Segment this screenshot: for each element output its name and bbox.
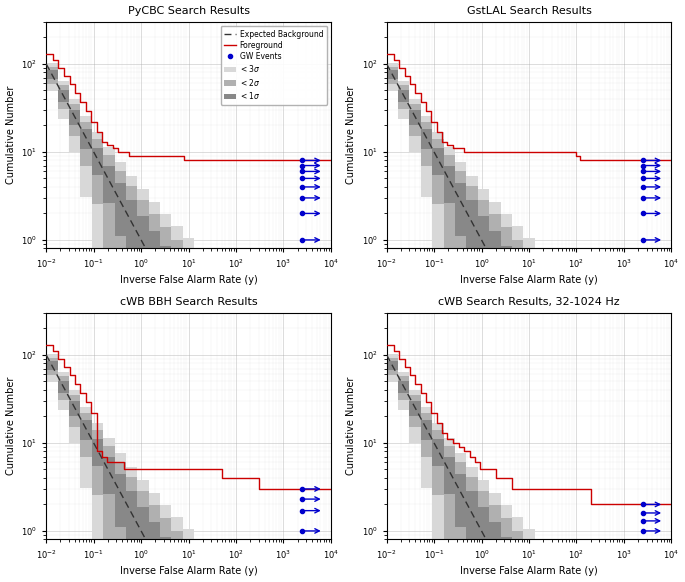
Y-axis label: Cumulative Number: Cumulative Number: [5, 377, 16, 475]
Title: GstLAL Search Results: GstLAL Search Results: [466, 6, 591, 16]
X-axis label: Inverse False Alarm Rate (y): Inverse False Alarm Rate (y): [120, 566, 258, 576]
X-axis label: Inverse False Alarm Rate (y): Inverse False Alarm Rate (y): [460, 566, 598, 576]
Y-axis label: Cumulative Number: Cumulative Number: [346, 86, 356, 184]
Y-axis label: Cumulative Number: Cumulative Number: [346, 377, 356, 475]
Y-axis label: Cumulative Number: Cumulative Number: [5, 86, 16, 184]
X-axis label: Inverse False Alarm Rate (y): Inverse False Alarm Rate (y): [460, 275, 598, 285]
Legend: Expected Background, Foreground, GW Events, < 3$\sigma$, < 2$\sigma$, < 1$\sigma: Expected Background, Foreground, GW Even…: [221, 26, 327, 105]
Title: cWB Search Results, 32-1024 Hz: cWB Search Results, 32-1024 Hz: [438, 297, 620, 307]
Title: PyCBC Search Results: PyCBC Search Results: [127, 6, 249, 16]
Title: cWB BBH Search Results: cWB BBH Search Results: [120, 297, 258, 307]
X-axis label: Inverse False Alarm Rate (y): Inverse False Alarm Rate (y): [120, 275, 258, 285]
